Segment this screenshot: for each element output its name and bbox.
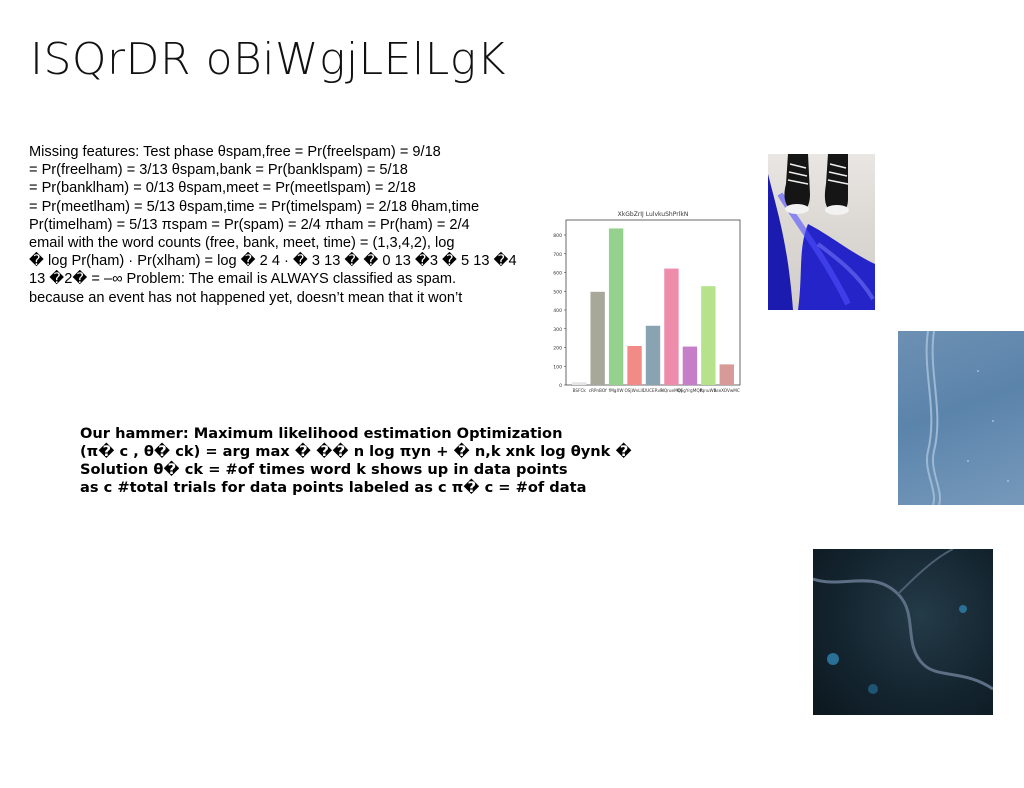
y-axis: 0 100 200 300 400 500 600 700 800 [553,233,566,389]
x-axis: BSFCk cRPnBOf fMgXW OSjWvLlCUUCERvRHQrueMOj… [573,388,740,393]
body-line: � log Pr(ham) · Pr(xlham) = log � 2 4 · … [29,253,519,270]
x-tick-label: cRPnBOf [589,388,607,393]
x-tick-label: fMgXW [609,388,624,393]
body-line: Missing features: Test phase θspam,free … [29,144,441,160]
bars-group [572,228,734,385]
y-tick-label: 500 [553,289,562,295]
x-tick-label: HQrueMOj [661,388,682,393]
slide-title: ISQrDR oBiWgjLElLgK [30,34,506,85]
body-line: = Pr(freelham) = 3/13 θspam,bank = Pr(ba… [29,162,408,179]
bar [627,346,642,385]
y-tick-label: 700 [553,252,562,258]
y-tick-label: 400 [553,308,562,314]
x-tick-label: fqnuWR [700,388,717,393]
snow-tracks-photo [898,331,1024,505]
hammer-line: Our hammer: Maximum likelihood estimatio… [80,425,563,442]
y-tick-label: 200 [553,346,562,352]
body-line: = Pr(meetlham) = 5/13 θspam,time = Pr(ti… [29,198,480,215]
y-tick-label: 800 [553,233,562,239]
bar-chart-svg: XkGbZrIJ LulvkuShPrlkN 0 100 200 300 400 500 6… [553,211,741,393]
body-line: 13 �2� = –∞ Problem: The email is ALWAYS… [29,271,457,288]
hammer-line: (π� c , θ� ck) = arg max � �� n log πyn … [80,443,632,460]
x-tick-label: UUCERvR [643,388,663,393]
bar [664,268,679,385]
y-tick-label: 300 [553,327,562,333]
bar [682,346,698,385]
body-line: = Pr(banklham) = 0/13 θspam,meet = Pr(me… [29,180,416,197]
bar [572,382,587,385]
body-line: email with the word counts (free, bank, … [29,235,455,252]
aerial-river-photo [813,549,993,715]
bar [719,364,734,385]
bar [645,325,661,385]
y-tick-label: 0 [559,383,562,389]
bar [608,228,624,385]
bar [701,286,716,385]
body-text: Missing features: Test phase θspam,free … [29,143,519,307]
ml-estimation-text: Our hammer: Maximum likelihood estimatio… [80,425,680,497]
body-line: because an event has not happened yet, d… [29,289,463,306]
x-tick-label: Q6gYrgMQR [677,388,702,393]
x-tick-label: bseXOVwMC [714,388,740,393]
hammer-line: as c #total trials for data points label… [80,479,587,496]
hammer-line: Solution θ� ck = #of times word k shows … [80,461,568,478]
y-tick-label: 600 [553,271,562,277]
bar [590,291,605,385]
x-tick-label: BSFCk [573,388,587,393]
y-tick-label: 100 [553,364,562,370]
sneakers-photo [768,154,875,310]
body-line: Pr(timelham) = 5/13 πspam = Pr(spam) = 2… [29,216,470,233]
chart-title: XkGbZrIJ LulvkuShPrlkN [618,211,689,218]
x-tick-label: OSjWvLlC [624,388,644,393]
bar-chart: XkGbZrIJ LulvkuShPrlkN 0 100 200 300 400 500 6… [536,205,752,397]
